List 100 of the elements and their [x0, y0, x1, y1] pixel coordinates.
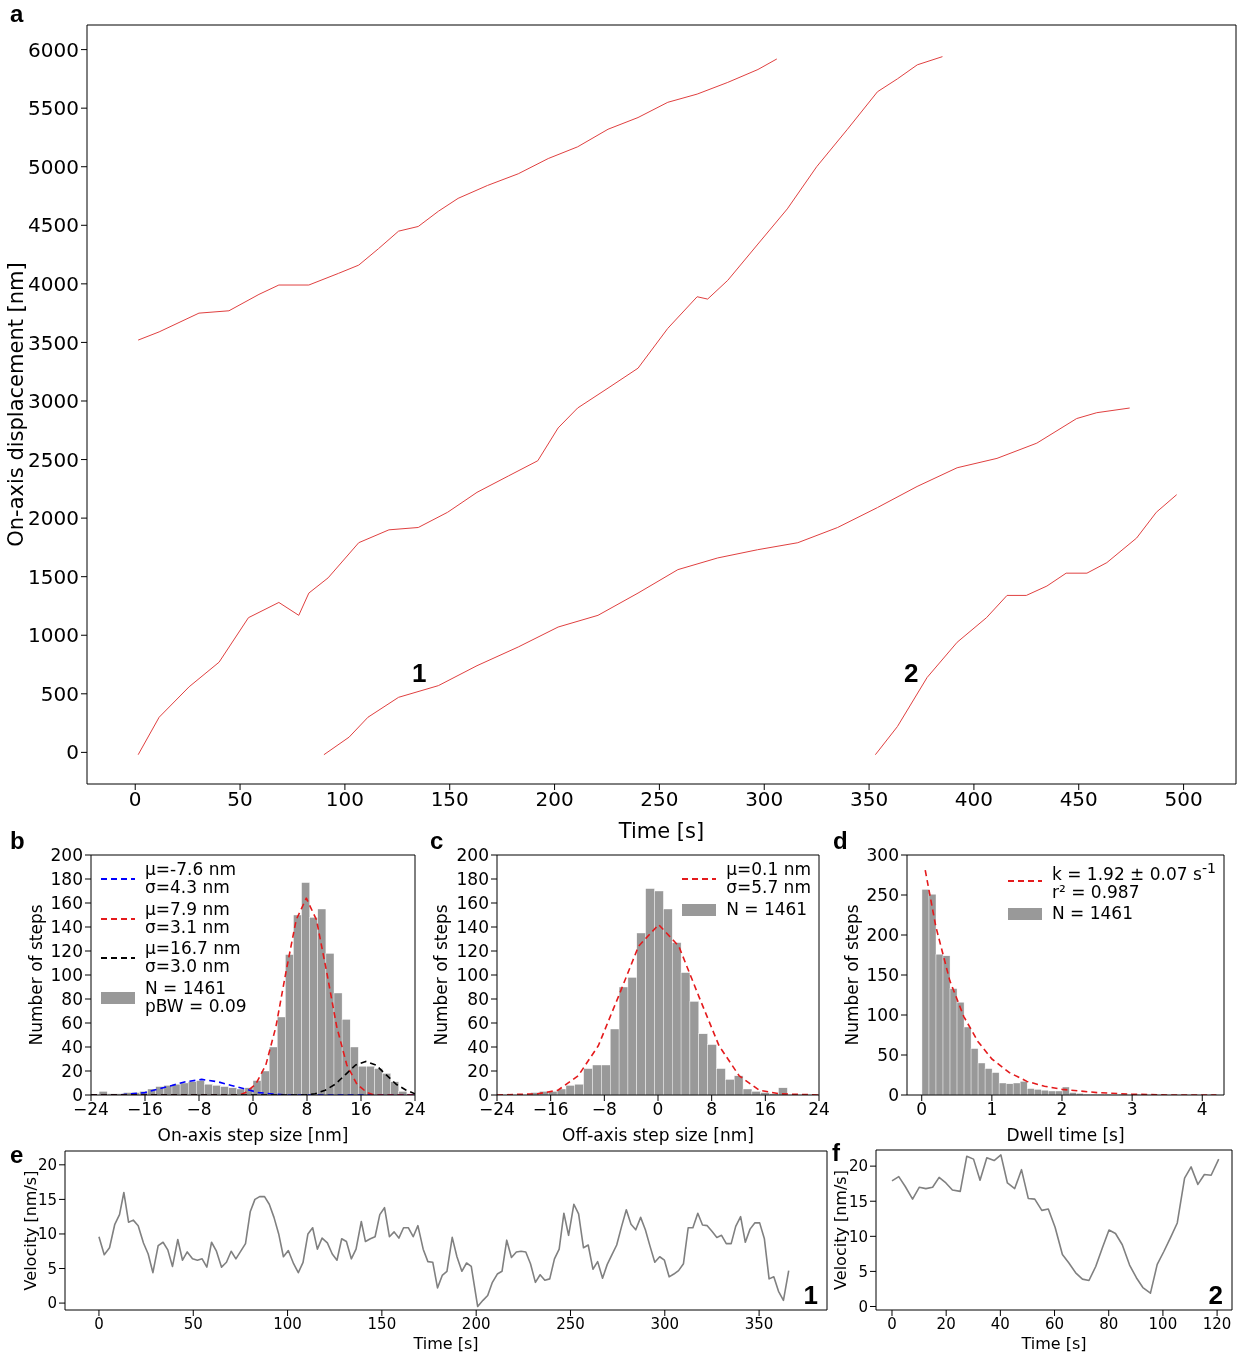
y-tick-label: 60 [467, 1013, 489, 1034]
x-tick-label: 150 [367, 1314, 397, 1333]
x-tick-label: 80 [1099, 1314, 1119, 1333]
x-axis-title: Time [s] [617, 819, 705, 843]
y-tick-label: 3000 [28, 389, 79, 414]
legend-label: N = 1461 [726, 898, 808, 919]
legend-label: N = 1461 [1051, 903, 1133, 924]
x-tick-label: 1 [986, 1099, 998, 1120]
x-tick-label: 0 [94, 1314, 104, 1333]
y-tick-label: 40 [61, 1037, 83, 1058]
y-axis-title: Number of steps [431, 904, 452, 1046]
x-tick-label: 8 [706, 1099, 718, 1120]
x-tick-label: 16 [350, 1099, 372, 1120]
x-tick-label: 4 [1196, 1099, 1208, 1120]
legend-label: μ=-7.6 nm σ=4.3 nm [145, 859, 236, 897]
y-tick-label: 15 [848, 1192, 868, 1211]
chart-title: b [10, 827, 25, 854]
y-tick-label: 100 [866, 1005, 899, 1026]
x-tick-label: 300 [745, 787, 784, 812]
x-tick-label: 300 [650, 1314, 680, 1333]
x-tick-label: 100 [1148, 1314, 1178, 1333]
x-tick-label: 50 [183, 1314, 203, 1333]
y-tick-label: 1500 [28, 564, 79, 589]
y-tick-label: 500 [40, 681, 79, 706]
chart-title: f [832, 1139, 840, 1166]
chart-title: d [833, 827, 848, 854]
x-tick-label: 450 [1059, 787, 1098, 812]
y-tick-label: 200 [50, 845, 83, 866]
x-tick-label: 0 [916, 1099, 928, 1120]
chart-title: e [10, 1141, 24, 1168]
x-axis-title: Time [s] [412, 1334, 479, 1353]
annotation: 1 [412, 658, 427, 688]
x-tick-label: 50 [227, 787, 253, 812]
chart-title: c [430, 827, 444, 854]
y-tick-label: 6000 [28, 37, 79, 62]
x-tick-label: −16 [127, 1099, 163, 1120]
y-tick-label: 5500 [28, 96, 79, 121]
y-tick-label: 140 [50, 917, 83, 938]
y-axis-title: On-axis displacement [nm] [4, 262, 29, 547]
y-tick-label: 0 [858, 1297, 868, 1316]
y-tick-label: 20 [61, 1061, 83, 1082]
legend-label: N = 1461 pBW = 0.09 [145, 978, 247, 1016]
y-tick-label: 160 [456, 893, 489, 914]
x-axis-title: Time [s] [1020, 1334, 1087, 1353]
chart-title: a [10, 0, 24, 27]
x-tick-label: 250 [640, 787, 679, 812]
y-tick-label: 20 [467, 1061, 489, 1082]
y-tick-label: 10 [848, 1227, 868, 1246]
y-axis-title: Number of steps [842, 904, 863, 1046]
x-axis-title: Dwell time [s] [1006, 1125, 1125, 1145]
y-tick-label: 80 [61, 989, 83, 1010]
x-tick-label: 2 [1056, 1099, 1068, 1120]
y-tick-label: 4500 [28, 213, 79, 238]
y-tick-label: 0 [478, 1085, 489, 1106]
x-tick-label: 20 [936, 1314, 956, 1333]
x-tick-label: 350 [744, 1314, 774, 1333]
y-tick-label: 2500 [28, 447, 79, 472]
x-tick-label: 8 [301, 1099, 313, 1120]
x-tick-label: 350 [849, 787, 889, 812]
y-tick-label: 3500 [28, 330, 79, 355]
y-tick-label: 180 [50, 869, 83, 890]
y-tick-label: 100 [456, 965, 489, 986]
y-tick-label: 20 [37, 1156, 57, 1175]
y-tick-label: 150 [866, 965, 899, 986]
y-tick-label: 0 [47, 1294, 57, 1313]
y-tick-label: 50 [877, 1045, 899, 1066]
x-tick-label: 60 [1044, 1314, 1065, 1333]
y-axis-title: Number of steps [26, 904, 47, 1046]
x-tick-label: 40 [990, 1314, 1010, 1333]
y-tick-label: 250 [866, 885, 899, 906]
legend-label: μ=0.1 nm σ=5.7 nm [726, 859, 811, 897]
y-tick-label: 5 [47, 1259, 57, 1278]
y-tick-label: 0 [66, 740, 79, 765]
x-tick-label: 0 [652, 1099, 664, 1120]
x-tick-label: 24 [404, 1099, 426, 1120]
y-axis-title: Velocity [nm/s] [20, 1170, 40, 1291]
x-tick-label: −16 [532, 1099, 569, 1120]
y-tick-label: 200 [866, 925, 899, 946]
y-tick-label: 1000 [28, 623, 79, 648]
x-tick-label: 120 [1202, 1314, 1232, 1333]
x-tick-label: 0 [128, 787, 142, 812]
y-tick-label: 5 [858, 1262, 868, 1281]
y-tick-label: 180 [456, 869, 489, 890]
x-tick-label: 3 [1126, 1099, 1138, 1120]
y-tick-label: 300 [866, 845, 899, 866]
x-tick-label: 500 [1164, 787, 1203, 812]
x-tick-label: 400 [954, 787, 993, 812]
annotation: 2 [904, 658, 919, 688]
x-tick-label: 0 [247, 1099, 259, 1120]
y-tick-label: 40 [467, 1037, 489, 1058]
x-tick-label: 150 [430, 787, 469, 812]
x-tick-label: 200 [535, 787, 574, 812]
text: k = 1.92 ± 0.07 s$^{-1}$ r² = 0.987 [1051, 860, 1216, 902]
annotation: 2 [1208, 1280, 1223, 1310]
x-tick-label: −8 [591, 1099, 617, 1120]
legend-label: μ=16.7 nm σ=3.0 nm [145, 938, 241, 977]
x-tick-label: −8 [186, 1099, 212, 1120]
y-tick-label: 140 [456, 917, 489, 938]
y-tick-label: 200 [456, 845, 489, 866]
y-tick-label: 0 [888, 1085, 899, 1106]
